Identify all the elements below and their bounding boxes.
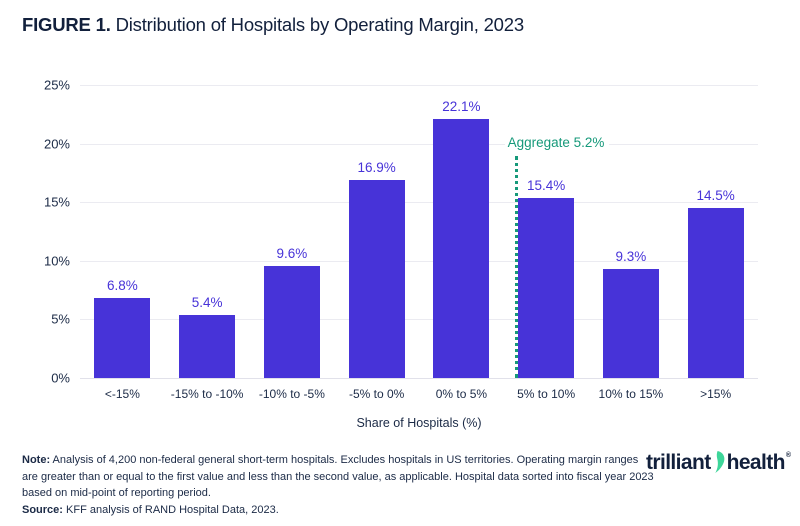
bar-value-label: 16.9% (357, 159, 396, 175)
bar-column: 22.1% 0% to 5% (419, 85, 504, 401)
bar-series: 6.8% <-15% 5.4% -15% to -10% 9.6% -10% to -5%… (80, 85, 758, 402)
source-text: KFF analysis of RAND Hospital Data, 2023… (62, 504, 279, 517)
logo-word-trilliant: trilliant (646, 451, 711, 474)
figure-title: FIGURE 1. Distribution of Hospitals by O… (22, 14, 524, 36)
bar--10% to -5% (263, 265, 320, 378)
note-line: Note: Analysis of 4,200 non-federal gene… (22, 452, 654, 502)
bar-5% to 10% (518, 197, 575, 378)
y-tick-label: 5% (51, 311, 70, 327)
bar-10% to 15% (602, 269, 659, 378)
source-label: Source: (22, 504, 63, 517)
trilliant-health-logo: trilliant health ® (646, 450, 791, 476)
bar-value-label: 9.3% (615, 249, 647, 265)
x-tick-label: -5% to 0% (348, 387, 405, 401)
bar-value-label: 9.6% (276, 245, 308, 261)
bar-<-15% (94, 298, 151, 378)
bar-column: 15.4% 5% to 10% (504, 85, 589, 401)
x-tick-label: 10% to 15% (598, 387, 664, 401)
logo-swoosh-icon (714, 450, 725, 474)
source-line: Source: KFF analysis of RAND Hospital Da… (22, 502, 654, 519)
gridline (80, 378, 758, 379)
bar-0% to 5% (433, 119, 490, 378)
aggregate-reference-line (514, 155, 518, 378)
bar--5% to 0% (348, 179, 405, 378)
bar-column: 16.9% -5% to 0% (334, 85, 419, 401)
bar-value-label: 14.5% (696, 188, 735, 204)
bar-value-label: 22.1% (442, 99, 481, 114)
gridline (80, 260, 758, 262)
y-tick-label: 25% (43, 77, 70, 93)
bar-value-label: 6.8% (106, 278, 138, 294)
x-tick-label: -10% to -5% (258, 387, 325, 401)
gridline (80, 143, 758, 145)
gridline (80, 202, 758, 204)
x-tick-label: 0% to 5% (435, 387, 488, 401)
bar-column: 6.8% <-15% (80, 85, 165, 401)
y-axis: 0% 5% 10% 15% 20% 25% (0, 78, 70, 386)
plot-area: 6.8% <-15% 5.4% -15% to -10% 9.6% -10% to -5%… (80, 85, 758, 402)
figure-number-label: FIGURE 1. (22, 14, 111, 35)
aggregate-label: Aggregate 5.2% (504, 133, 610, 151)
y-tick-label: 10% (43, 253, 70, 269)
bar->15% (687, 208, 744, 378)
y-tick-label: 0% (51, 370, 70, 386)
footnotes: Note: Analysis of 4,200 non-federal gene… (22, 452, 654, 519)
bar-value-label: 15.4% (526, 177, 566, 193)
bar-column: 9.6% -10% to -5% (250, 85, 335, 402)
bar-column: 9.3% 10% to 15% (589, 85, 674, 401)
gridline (80, 319, 758, 321)
y-tick-label: 15% (43, 194, 70, 210)
bar--15% to -10% (179, 314, 236, 378)
note-text: Analysis of 4,200 non-federal general sh… (22, 454, 654, 500)
bar-column: 14.5% >15% (673, 85, 758, 401)
bar-value-label: 5.4% (191, 294, 223, 310)
bar-column: 5.4% -15% to -10% (165, 85, 250, 401)
logo-word-health: health (726, 451, 786, 474)
x-tick-label: <-15% (104, 387, 140, 401)
note-label: Note: (22, 454, 51, 466)
x-tick-label: -15% to -10% (170, 387, 244, 401)
gridline (80, 85, 758, 86)
figure-title-text: Distribution of Hospitals by Operating M… (110, 14, 525, 35)
x-axis-title: Share of Hospitals (%) (356, 416, 482, 430)
x-tick-label: 5% to 10% (517, 387, 576, 401)
registered-mark: ® (785, 452, 791, 459)
x-tick-label: >15% (700, 387, 732, 401)
y-tick-label: 20% (43, 136, 70, 152)
